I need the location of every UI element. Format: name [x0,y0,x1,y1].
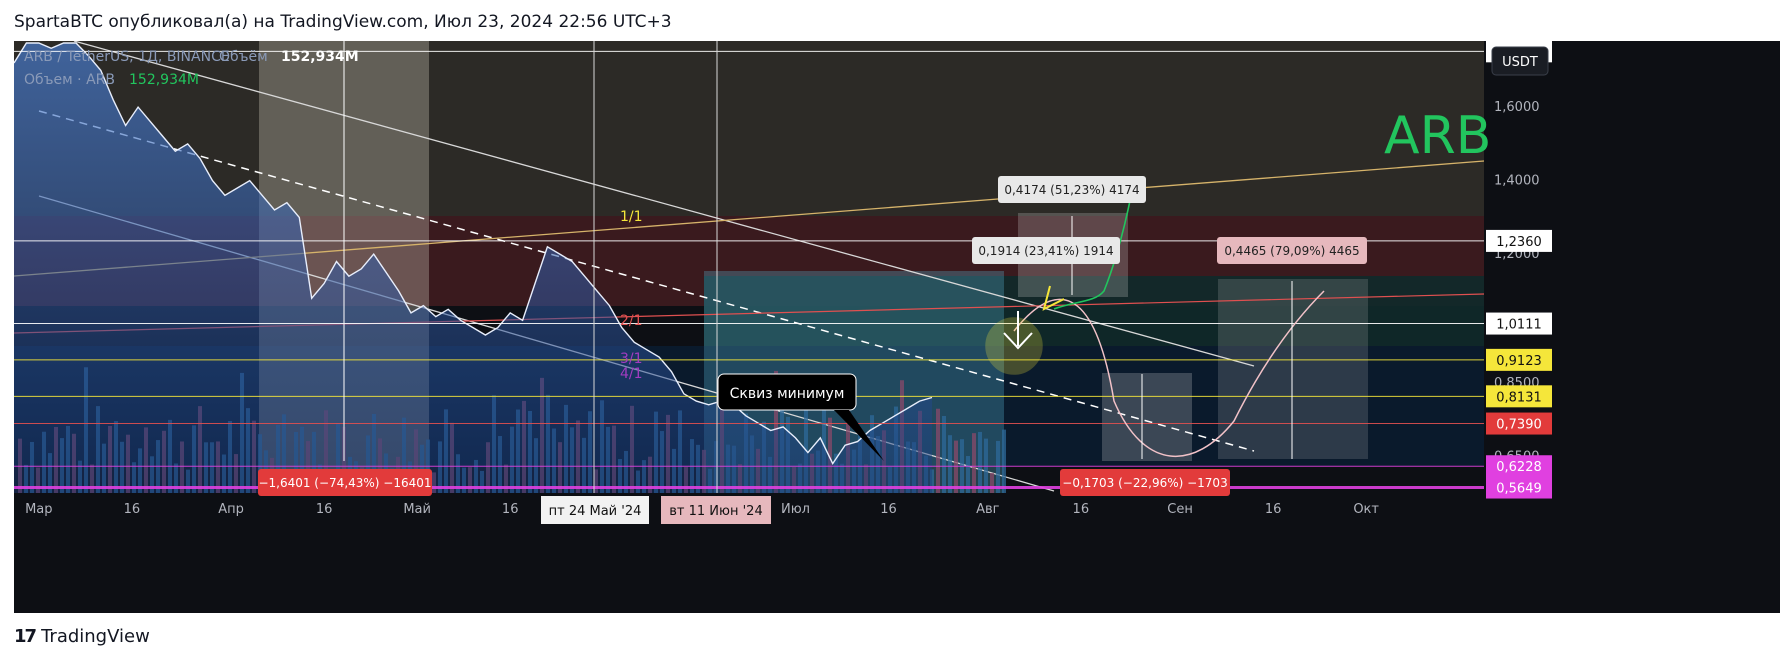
price-tag-bg [1486,385,1552,408]
legend-volume-label: Объём [219,49,268,65]
volume-bar [948,435,952,493]
price-tag-bg [1486,455,1552,478]
x-tick-label: Мар [25,502,52,517]
svg-text:0,4465 (79,09%) 4465: 0,4465 (79,09%) 4465 [1224,244,1359,258]
volume-bar [978,431,982,493]
x-tick-label: Сен [1167,502,1193,517]
price-chart-svg[interactable]: 1/1 2/1 3/1 4/1 Мар16Апр16Май16Июн16Июл1… [14,41,1780,613]
x-tick-label: Окт [1353,502,1379,517]
svg-text:0,4174 (51,23%) 4174: 0,4174 (51,23%) 4174 [1004,183,1139,197]
x-tick-label: 16 [502,502,519,517]
big-symbol-label: ARB [1384,106,1491,166]
fib-label-3: 3/1 [620,351,643,367]
y-tick-label: 1,4000 [1494,174,1540,189]
currency-button[interactable]: USDT [1491,46,1549,76]
projection-curve-green [1053,190,1133,310]
date-marker-1: пт 24 Май '24 [541,496,649,524]
x-tick-label: 16 [316,502,333,517]
volume-bar [828,417,832,493]
x-tick-label: Июл [781,502,810,517]
x-tick-label: Апр [218,502,244,517]
svg-text:−0,1703 (−22,96%) −1703: −0,1703 (−22,96%) −1703 [1062,476,1227,490]
volume-bar [942,415,946,493]
measure-label-3: 0,4465 (79,09%) 4465 [1217,237,1367,264]
projection-curve-pink [1013,290,1325,457]
price-tag-bg [1486,312,1552,335]
legend-volume-value: 152,934M [281,49,359,65]
price-tag-bg [1486,412,1552,435]
price-tag-bg [1486,348,1552,371]
price-tag-label: 0,7390 [1496,418,1542,433]
channel-upper [73,41,1255,367]
tradingview-logo-icon: 17 [14,626,37,647]
volume-bar [996,440,1000,493]
price-tag-bg [1486,476,1552,499]
measure-label-1: 0,4174 (51,23%) 4174 [998,176,1146,203]
channel-midline [38,110,1255,452]
fib-label-2: 2/1 [620,313,643,329]
price-tag-label: 0,8131 [1496,390,1542,405]
fib-label-1: 1/1 [620,209,643,225]
volume-bar [954,440,958,493]
volume-bar [972,433,976,493]
x-tick-label: Май [403,502,431,517]
zone-top [14,41,1484,216]
x-tick-label: 16 [880,502,897,517]
svg-text:−1,6401 (−74,43%) −16401: −1,6401 (−74,43%) −16401 [258,476,431,490]
chart-canvas[interactable]: 1/1 2/1 3/1 4/1 Мар16Апр16Май16Июн16Июл1… [14,41,1780,613]
squeeze-callout: Сквиз минимум [717,373,884,461]
measure-label-5: −0,1703 (−22,96%) −1703 [1060,469,1230,496]
fib-label-4: 4/1 [620,366,643,382]
price-tag-bg [1486,229,1552,252]
measure-label-2: 0,1914 (23,41%) 1914 [972,237,1120,264]
price-area-fill [14,43,932,493]
tradingview-logo-text: TradingView [41,626,150,647]
price-area [14,42,933,493]
legend-volume-line-value: 152,934M [129,72,199,88]
date-marker-2: вт 11 Июн '24 [661,496,771,524]
x-tick-label: 16 [124,502,141,517]
arrow-white-head [1003,332,1033,350]
tradingview-logo[interactable]: 17 TradingView [14,626,150,647]
price-tag-label: 1,2360 [1496,235,1542,250]
arrow-yellow [1042,285,1065,311]
measure-label-4: −1,6401 (−74,43%) −16401 [258,469,432,496]
x-tick-label: 16 [1073,502,1090,517]
svg-text:вт 11 Июн '24: вт 11 Июн '24 [669,504,762,519]
squeeze-callout-text: Сквиз минимум [730,386,845,402]
price-tag-label: 0,9123 [1496,354,1542,369]
x-tick-label: 16 [1265,502,1282,517]
publish-line: SpartaBTC опубликовал(а) на TradingView.… [14,12,672,32]
svg-text:0,1914 (23,41%) 1914: 0,1914 (23,41%) 1914 [978,244,1113,258]
volume-bar [936,408,940,493]
price-line [14,42,933,466]
legend-symbol: ARB / TetherUS, 1Д, BINANCE [24,49,230,65]
legend-volume-line: Объем · ARB [24,72,115,88]
price-tag-label: 0,5649 [1496,482,1542,497]
svg-text:пт 24 Май '24: пт 24 Май '24 [549,504,642,519]
price-tags: 1,75191,23601,01110,91230,81310,73900,62… [1486,41,1552,499]
volume-bar [990,472,994,493]
volume-bar [1002,429,1006,493]
y-tick-label: 1,6000 [1494,100,1540,115]
volume-bar [804,391,808,493]
volume-bar [966,456,970,493]
measure-box-3 [1218,279,1368,459]
currency-button-label[interactable]: USDT [1502,55,1538,70]
price-tag-label: 0,6228 [1496,460,1542,475]
x-tick-label: Авг [976,502,1000,517]
highlight-circle [985,317,1043,375]
price-tag-label: 1,0111 [1496,318,1542,333]
